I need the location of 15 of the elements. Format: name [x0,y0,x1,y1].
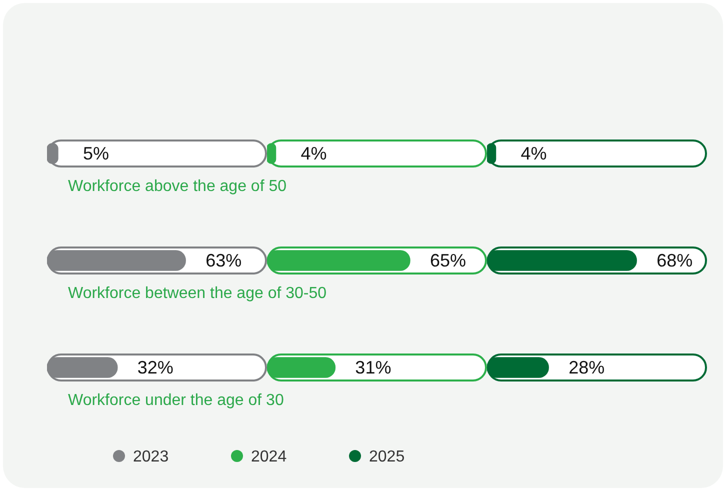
data-label: 28% [568,357,605,378]
data-label: 31% [355,357,392,378]
data-label: 68% [656,250,693,270]
legend-label: 2023 [133,448,169,466]
y-tick-label: Workforce under the age of 30 [68,392,284,409]
data-label: 5% [82,143,110,164]
y-tick-label: Workforce between the age of 30-50 [68,284,327,302]
data-label: 65% [430,250,466,270]
legend-label: 2024 [251,448,287,466]
legend-label: 2025 [369,448,405,466]
data-label: 4% [520,143,547,164]
y-tick-label: Workforce above the age of 50 [68,178,287,195]
data-label: 32% [137,357,174,378]
data-label: 63% [206,250,242,270]
data-label: 4% [300,143,327,164]
